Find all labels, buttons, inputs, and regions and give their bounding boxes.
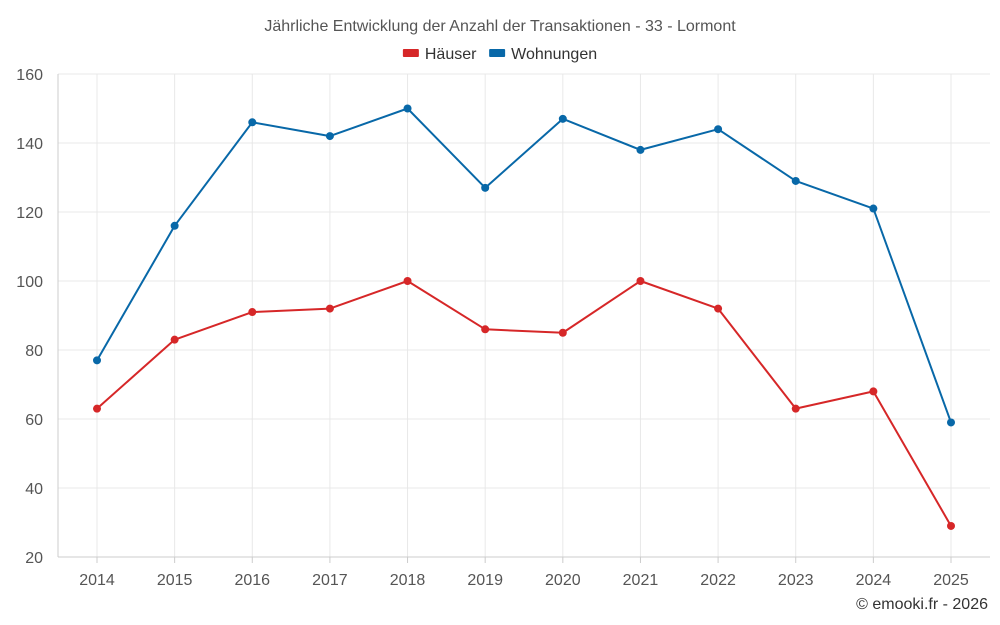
grid bbox=[58, 73, 990, 558]
chart-title: Jährliche Entwicklung der Anzahl der Tra… bbox=[264, 18, 736, 35]
data-point-h-user[interactable] bbox=[403, 277, 412, 285]
data-point-h-user[interactable] bbox=[481, 325, 490, 334]
data-point-wohnungen[interactable] bbox=[714, 125, 723, 134]
data-point-h-user[interactable] bbox=[947, 521, 955, 530]
x-tick-label: 2022 bbox=[700, 572, 736, 589]
x-tick-label: 2017 bbox=[312, 572, 348, 589]
data-point-wohnungen[interactable] bbox=[558, 114, 567, 123]
x-tick-label: 2019 bbox=[467, 572, 503, 589]
data-point-wohnungen[interactable] bbox=[325, 132, 334, 141]
legend: Häuser Wohnungen bbox=[402, 46, 597, 63]
y-tick-label: 40 bbox=[25, 481, 43, 498]
legend-item-wohnungen[interactable]: Wohnungen bbox=[489, 46, 597, 63]
legend-swatch bbox=[489, 49, 506, 57]
x-tick-label: 2021 bbox=[623, 572, 659, 589]
y-tick-label: 80 bbox=[25, 343, 43, 360]
legend-label: Häuser bbox=[425, 46, 477, 63]
x-tick-label: 2023 bbox=[778, 572, 814, 589]
series-h-user bbox=[93, 277, 955, 530]
x-tick-label: 2025 bbox=[933, 572, 969, 589]
data-point-wohnungen[interactable] bbox=[481, 183, 490, 192]
data-point-h-user[interactable] bbox=[791, 404, 800, 413]
data-point-wohnungen[interactable] bbox=[93, 356, 101, 365]
data-point-wohnungen[interactable] bbox=[170, 221, 179, 230]
series-layer bbox=[93, 104, 955, 530]
y-tick-label: 160 bbox=[16, 67, 43, 84]
x-tick-label: 2020 bbox=[545, 572, 581, 589]
y-tick-label: 140 bbox=[16, 136, 43, 153]
x-tick-label: 2014 bbox=[79, 572, 115, 589]
data-point-h-user[interactable] bbox=[93, 404, 101, 413]
data-point-h-user[interactable] bbox=[248, 308, 257, 317]
series-wohnungen bbox=[93, 104, 955, 427]
data-point-wohnungen[interactable] bbox=[869, 204, 878, 213]
data-point-h-user[interactable] bbox=[714, 304, 723, 313]
y-tick-label: 60 bbox=[25, 412, 43, 429]
data-point-h-user[interactable] bbox=[636, 277, 645, 285]
x-tick-label: 2016 bbox=[234, 572, 270, 589]
x-tick-label: 2018 bbox=[390, 572, 426, 589]
y-tick-label: 20 bbox=[25, 550, 43, 567]
data-point-wohnungen[interactable] bbox=[791, 176, 800, 185]
x-tick-label: 2015 bbox=[157, 572, 193, 589]
legend-swatch bbox=[402, 49, 419, 57]
data-point-wohnungen[interactable] bbox=[947, 418, 955, 427]
x-tick-label: 2024 bbox=[856, 572, 892, 589]
legend-item-h-user[interactable]: Häuser bbox=[402, 46, 477, 63]
data-point-wohnungen[interactable] bbox=[403, 104, 412, 113]
series-line-wohnungen bbox=[96, 107, 952, 423]
y-tick-label: 120 bbox=[16, 205, 43, 222]
data-point-h-user[interactable] bbox=[170, 335, 179, 344]
legend-label: Wohnungen bbox=[511, 46, 597, 63]
credit-text: © emooki.fr - 2026 bbox=[856, 596, 988, 613]
data-point-h-user[interactable] bbox=[869, 387, 878, 396]
data-point-wohnungen[interactable] bbox=[636, 145, 645, 154]
y-tick-label: 100 bbox=[16, 274, 43, 291]
data-point-h-user[interactable] bbox=[325, 304, 334, 313]
series-line-h-user bbox=[96, 280, 952, 527]
axes: 20 40 60 80 100 120 140 160 2014 2015 2016 2017 2018… bbox=[16, 67, 990, 589]
data-point-wohnungen[interactable] bbox=[248, 118, 257, 127]
data-point-h-user[interactable] bbox=[558, 328, 567, 337]
